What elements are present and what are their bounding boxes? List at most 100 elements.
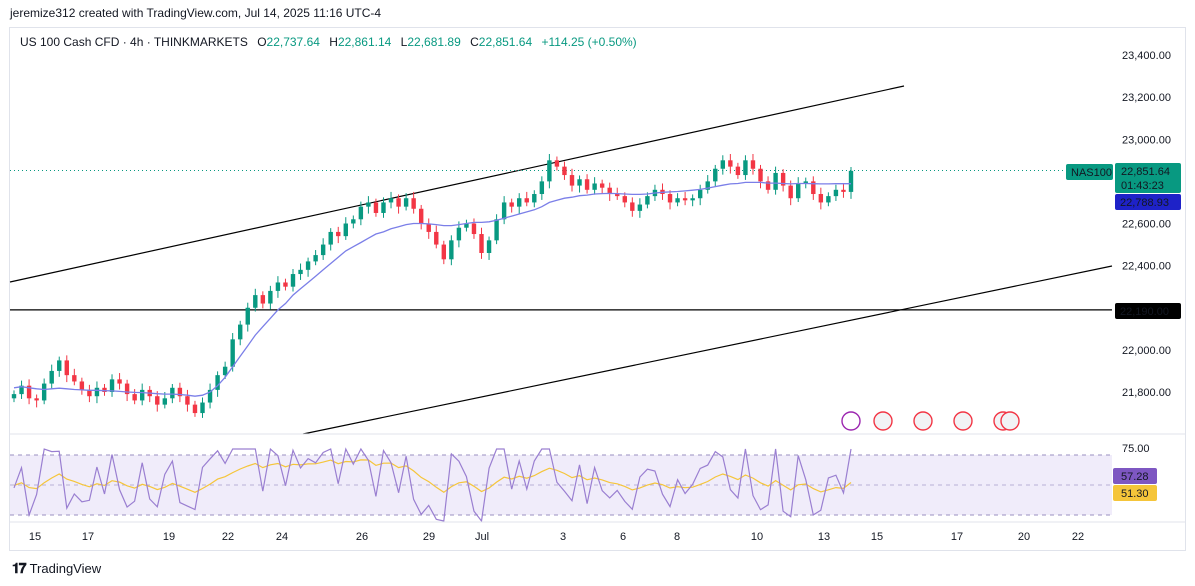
candle-body — [486, 240, 492, 253]
x-tick-label: 13 — [818, 531, 830, 543]
rsi-value-tag-bg — [1113, 468, 1157, 484]
candle-body — [848, 170, 854, 192]
candle-body — [170, 387, 175, 399]
rsi-band — [10, 455, 1112, 515]
us-flag-event-icon — [953, 411, 973, 431]
close-label: C — [470, 35, 479, 49]
x-tick-label: 22 — [222, 531, 234, 543]
candle-body — [615, 194, 620, 197]
candle-body — [313, 255, 318, 262]
candle-body — [675, 198, 680, 203]
chart-frame — [9, 27, 1186, 551]
price-tick-label: 22,400.00 — [1122, 261, 1171, 273]
rsi-value-label: 57.28 — [1121, 471, 1149, 483]
rsi-ma-tag-bg — [1113, 485, 1157, 501]
candle-body — [426, 223, 431, 232]
candle-body — [577, 179, 582, 186]
candle-body — [690, 198, 695, 201]
candle-body — [275, 282, 281, 291]
candle-body — [456, 227, 462, 241]
rsi-ma-value-label: 51.30 — [1121, 488, 1149, 500]
price-tick-label: 23,400.00 — [1122, 50, 1171, 62]
candle-body — [132, 394, 137, 401]
candle-body — [117, 379, 122, 384]
x-tick-label: 26 — [356, 531, 368, 543]
price-tick-label: 22,000.00 — [1122, 345, 1171, 357]
price-tick-label: 21,800.00 — [1122, 387, 1171, 399]
candle-body — [501, 202, 507, 220]
candle-body — [803, 181, 808, 184]
candle-body — [547, 160, 552, 182]
candle-body — [320, 244, 326, 256]
x-tick-label: 10 — [751, 531, 763, 543]
channel-upper-line — [9, 85, 905, 283]
countdown-label: 01:43:23 — [1121, 180, 1164, 192]
candle-body — [403, 198, 409, 207]
candle-body — [19, 385, 24, 395]
candle-body — [139, 389, 145, 401]
symbol-name[interactable]: US 100 Cash CFD · 4h · THINKMARKETS — [20, 35, 248, 49]
candle-body — [238, 324, 243, 340]
x-tick-label: 22 — [1072, 531, 1084, 543]
candle-body — [109, 379, 115, 392]
candle-body — [351, 219, 356, 224]
moving-average-line — [13, 181, 851, 397]
x-tick-label: 17 — [82, 531, 94, 543]
candle-body — [705, 181, 710, 190]
channel-lower-line — [302, 265, 1113, 435]
candle-body — [366, 202, 371, 207]
candle-body — [622, 196, 627, 203]
last-price-label: 22,851.64 — [1121, 166, 1170, 178]
candle-body — [200, 402, 205, 414]
candle-body — [667, 194, 673, 203]
candle-body — [260, 295, 266, 304]
low-label: L — [400, 35, 408, 49]
close-value: 22,851.64 — [478, 35, 533, 49]
candle-body — [441, 244, 447, 260]
candle-body — [554, 160, 560, 167]
candle-body — [788, 185, 793, 199]
candle-body — [758, 168, 763, 182]
level-value-tag: 22,190.00 — [1120, 306, 1169, 318]
candle-body — [645, 196, 650, 205]
open-value: 22,737.64 — [266, 35, 320, 49]
rsi-line — [13, 447, 852, 523]
price-tick-label: 23,200.00 — [1122, 92, 1171, 104]
candle-body — [162, 398, 168, 405]
candle-body — [192, 404, 198, 414]
candle-body — [94, 387, 100, 397]
candle-body — [79, 381, 85, 390]
us-flag-event-icon — [913, 411, 933, 431]
x-tick-label: Jul — [475, 531, 489, 543]
candle-body — [343, 223, 348, 237]
candle-body — [381, 202, 386, 213]
candle-body — [215, 375, 220, 390]
event-icon-circle — [1000, 411, 1020, 431]
us-flag-event-icon — [873, 411, 893, 431]
candle-body — [773, 172, 778, 190]
candle-body — [328, 231, 333, 245]
candle-body — [479, 234, 484, 253]
x-tick-label: 3 — [560, 531, 566, 543]
candle-body — [697, 189, 703, 199]
candle-body — [796, 183, 801, 199]
candle-body — [584, 179, 590, 190]
candle-body — [230, 339, 235, 367]
candle-body — [396, 198, 401, 207]
candle-body — [26, 385, 32, 399]
x-tick-label: 17 — [951, 531, 963, 543]
high-label: H — [329, 35, 338, 49]
candle-body — [833, 189, 839, 197]
chart-credit: jeremize312 created with TradingView.com… — [10, 6, 382, 20]
x-tick-label: 20 — [1018, 531, 1030, 543]
candle-body — [222, 366, 228, 376]
candle-body — [185, 396, 190, 405]
dividend-event-icon — [841, 411, 861, 431]
candle-body — [155, 396, 160, 405]
candle-body — [539, 181, 545, 195]
candle-body — [532, 194, 537, 203]
candle-body — [72, 375, 77, 382]
candle-body — [826, 196, 831, 203]
x-tick-label: 19 — [163, 531, 175, 543]
